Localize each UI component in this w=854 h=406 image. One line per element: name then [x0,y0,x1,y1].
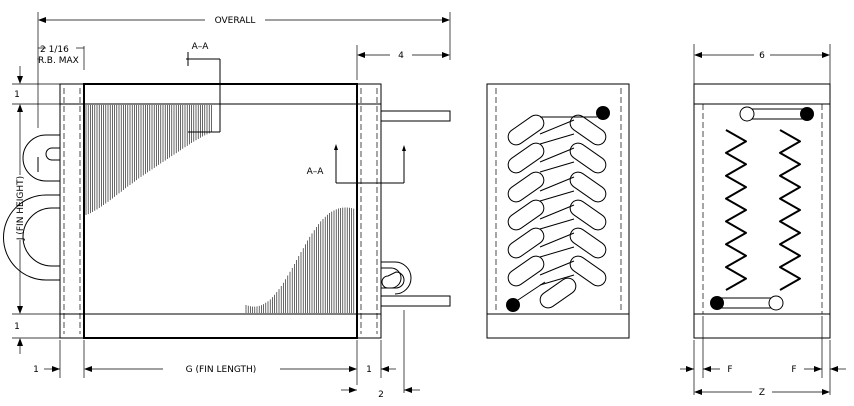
end-return-bend-bottom [768,295,784,311]
tube-link [539,147,575,163]
tube-link [539,246,575,258]
end-return-bend-top [739,106,755,122]
hairpin-right [569,114,607,146]
tube-link [517,281,546,301]
serpentine-left-inner [724,129,748,291]
section-label-top: A–A [192,42,210,52]
outlet-connection-dot [506,298,520,312]
tube-link [539,232,575,248]
tube-link [539,274,575,286]
left-tube-sheet [59,83,85,339]
f-left: F [727,365,732,375]
end-view: 6 F F [680,44,846,398]
hairpin-right [569,255,607,287]
end-connection-dot-top [800,107,814,121]
hairpin-tubes [507,114,607,309]
hairpin-left [507,227,545,259]
section-marker-mid: A–A [307,144,406,184]
hairpin-right [569,142,607,174]
tube-link [539,176,575,192]
section-marker-top: A–A [186,42,221,133]
end-view-width-dimension: 6 [693,44,831,84]
connection-length: 4 [398,51,404,61]
hairpin-right [569,227,607,259]
stub-offset: 2 [378,390,384,400]
end-connection-dot-bottom [710,296,724,310]
connection-length-dimension: 4 [356,45,450,80]
top-flange: 1 [14,90,20,100]
tube-link [539,190,575,202]
bottom-dimensions: 1 G (FIN LENGTH) 1 2 [33,310,420,400]
tube-link [539,260,575,276]
hairpin-right [569,199,607,231]
left-plate: 1 [33,365,39,375]
fin-length-label: G (FIN LENGTH) [186,365,257,375]
fin-height-label: J (FIN HEIGHT) [16,176,26,241]
fin-hatch-lower [245,207,355,313]
tube-link [539,161,575,173]
tube-link [539,133,575,145]
end-view-width: 6 [759,51,765,61]
fin-hatch-upper [85,105,212,215]
end-view-frame [693,83,831,339]
z-label: Z [759,388,765,398]
overall-label: OVERALL [215,16,256,26]
hairpin-left [507,199,545,231]
hairpin-right [569,171,607,203]
side-view-frame [486,83,630,339]
connections [380,110,451,307]
hairpin-left [507,142,545,174]
tube-link [539,119,575,135]
left-return-bends [3,134,60,281]
hairpin-left [507,171,545,203]
hairpin-left [507,255,545,287]
f-right: F [791,365,796,375]
end-view-dimensions: F F Z [680,316,846,398]
tube-link [539,204,575,220]
rb-max-label: R.B. MAX [38,56,79,66]
side-view [486,83,630,339]
overall-dimension: OVERALL [37,12,451,60]
casing [83,83,358,339]
tube-link [539,218,575,230]
hairpin-left [507,114,545,146]
right-tube-sheet [356,83,382,339]
lower-connection [380,295,451,307]
right-plate: 1 [366,365,372,375]
section-label-mid: A–A [307,167,325,177]
serpentine-right [779,129,801,291]
bottom-flange: 1 [14,322,20,332]
height-dimensions: 1 1 J (FIN HEIGHT) [12,66,60,354]
rb-max-dimension: 2 1/16 R.B. MAX [37,45,85,128]
upper-connection [380,110,451,122]
rb-max-value: 2 1/16 [40,45,69,55]
inlet-connection-dot [596,106,610,120]
hairpin-bottom [539,277,577,309]
serpentine-tubes [724,129,801,291]
front-view: OVERALL 2 1/16 R.B. MAX A–A 4 [3,12,451,400]
